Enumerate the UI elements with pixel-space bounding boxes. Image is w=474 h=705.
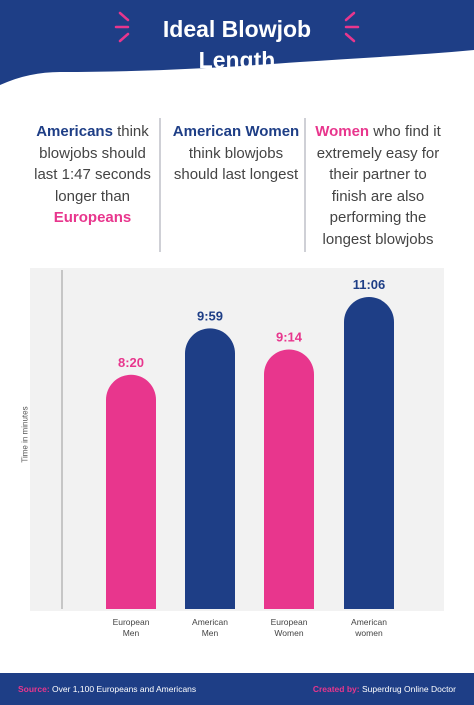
y-axis-label: Time in minutes <box>20 406 30 463</box>
bar-value-label-3: 11:06 <box>353 277 386 292</box>
fact-3-highlight: Women <box>315 123 370 140</box>
category-label-3: American women <box>351 617 387 638</box>
bar-value-label-2: 9:14 <box>276 329 303 344</box>
fact-2-text: think blowjobs should last longest <box>173 144 299 184</box>
category-label-1: American Men <box>192 617 228 638</box>
bar-value-label-1: 9:59 <box>197 308 223 323</box>
footer-credit: Created by: Superdrug Online Doctor <box>313 684 456 694</box>
bar-1 <box>185 328 235 609</box>
category-label-2: European Women <box>270 617 308 638</box>
sparkle-left-icon <box>114 11 130 43</box>
page-title: Ideal Blowjob Length <box>0 14 474 76</box>
fact-3-text: who find it extremely easy for their par… <box>316 123 441 248</box>
bar-value-label-0: 8:20 <box>118 355 144 370</box>
fact-2-highlight: American Women <box>172 123 300 140</box>
footer-source: Source: Over 1,100 Europeans and America… <box>18 684 196 694</box>
header-banner: Ideal Blowjob Length <box>0 0 474 95</box>
sparkle-right-icon <box>344 11 360 43</box>
category-label-0: European Men <box>112 617 150 638</box>
fact-women: Women who find it extremely easy for the… <box>312 121 444 250</box>
created-label: Created by: <box>312 684 360 694</box>
created-text: Superdrug Online Doctor <box>361 684 456 694</box>
fact-1-highlight-americans: Americans <box>36 123 113 140</box>
fact-americans: Americans think blowjobs should last 1:4… <box>30 121 155 229</box>
bar-2 <box>264 349 314 609</box>
bar-3 <box>344 297 394 609</box>
source-text: Over 1,100 Europeans and Americans <box>52 684 197 694</box>
fact-1-text: think blowjobs should last 1:47 seconds … <box>34 123 151 205</box>
title-line-2: Length <box>198 47 276 73</box>
divider-2 <box>304 118 306 252</box>
title-line-1: Ideal Blowjob <box>162 16 312 42</box>
source-label: Source: <box>18 684 50 694</box>
fact-1-highlight-europeans: Europeans <box>53 209 132 226</box>
divider-1 <box>159 118 161 252</box>
header-wave-shape <box>0 0 474 85</box>
footer-bar: Source: Over 1,100 Europeans and America… <box>0 673 474 705</box>
fact-american-women: American Women think blowjobs should las… <box>170 121 302 186</box>
bar-0 <box>106 374 156 609</box>
